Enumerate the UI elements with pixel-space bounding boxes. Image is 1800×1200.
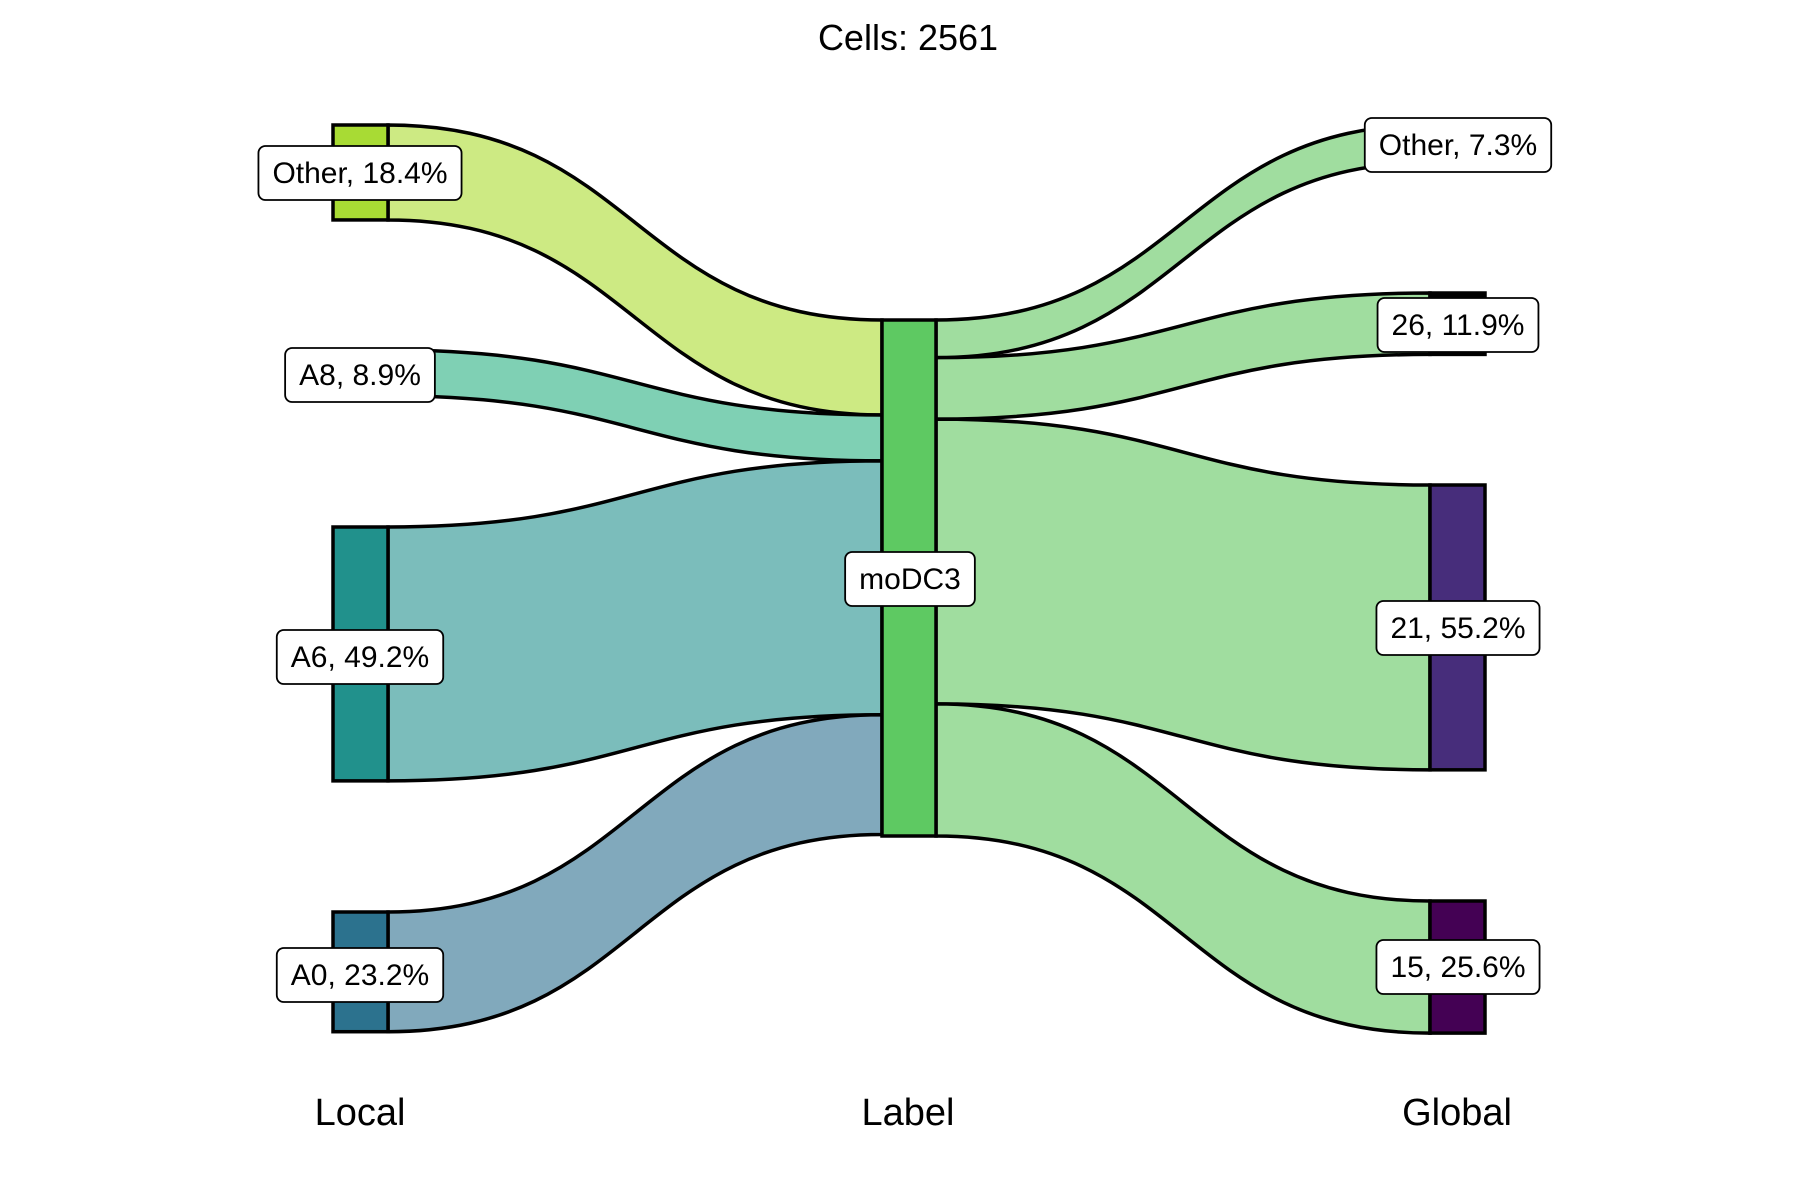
svg-text:A6, 49.2%: A6, 49.2%	[291, 641, 429, 674]
axis-label-global: Global	[1402, 1092, 1512, 1134]
label-local-a0: A0, 23.2%	[275, 947, 445, 1003]
svg-text:15, 25.6%: 15, 25.6%	[1390, 951, 1525, 984]
svg-text:Other, 7.3%: Other, 7.3%	[1379, 129, 1537, 162]
axis-label-label: Label	[862, 1092, 955, 1134]
svg-text:moDC3: moDC3	[859, 563, 961, 596]
svg-text:A8, 8.9%: A8, 8.9%	[299, 359, 421, 392]
labels-layer: Other, 18.4% A8, 8.9% A6, 49.2% A0, 23.2% mo…	[257, 117, 1553, 1003]
svg-text:21, 55.2%: 21, 55.2%	[1390, 612, 1525, 645]
flows-layer	[386, 123, 1432, 1035]
label-center-modc3: moDC3	[844, 551, 976, 607]
label-global-26: 26, 11.9%	[1376, 297, 1540, 353]
label-local-other: Other, 18.4%	[257, 145, 463, 201]
label-global-other: Other, 7.3%	[1363, 117, 1553, 173]
svg-text:Other, 18.4%: Other, 18.4%	[272, 157, 447, 190]
label-global-15: 15, 25.6%	[1375, 939, 1541, 995]
svg-text:A0, 23.2%: A0, 23.2%	[291, 959, 429, 992]
label-local-a6: A6, 49.2%	[275, 629, 445, 685]
label-global-21: 21, 55.2%	[1375, 600, 1541, 656]
svg-text:26, 11.9%: 26, 11.9%	[1392, 309, 1525, 342]
chart-title: Cells: 2561	[818, 17, 998, 58]
axis-label-local: Local	[315, 1092, 406, 1134]
label-local-a8: A8, 8.9%	[284, 347, 436, 403]
